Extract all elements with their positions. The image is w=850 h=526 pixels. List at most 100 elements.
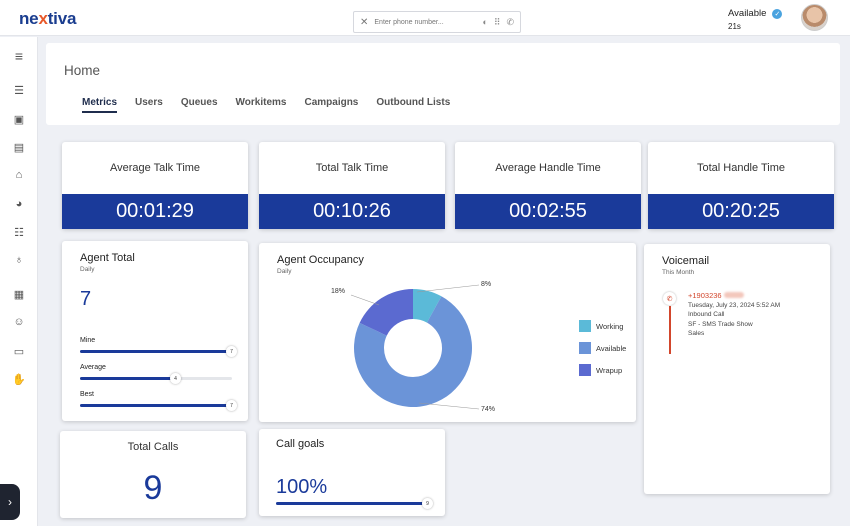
status-timer: 21s bbox=[728, 22, 741, 31]
page-header: Home Metrics Users Queues Workitems Camp… bbox=[46, 43, 840, 125]
bar-label-average: Average bbox=[80, 364, 106, 371]
pie-chart-icon[interactable]: ◕ bbox=[15, 198, 23, 210]
bar-fill-mine bbox=[80, 350, 232, 353]
bar-knob-mine: 7 bbox=[226, 346, 237, 357]
donut-slice-wrapup[interactable] bbox=[359, 289, 413, 336]
leader-line-working bbox=[416, 284, 480, 293]
metric-card-total-talk-time[interactable]: Total Talk Time 00:10:26 bbox=[259, 142, 445, 229]
tab-workitems[interactable]: Workitems bbox=[235, 97, 287, 108]
voicemail-dept: Sales bbox=[688, 330, 705, 337]
tab-outbound-lists[interactable]: Outbound Lists bbox=[376, 97, 451, 108]
card-title: Total Calls bbox=[127, 441, 179, 453]
call-goals-value: 100% bbox=[276, 476, 328, 498]
card-subtitle: Daily bbox=[80, 266, 95, 273]
metric-title: Total Talk Time bbox=[315, 162, 389, 174]
call-goals-bar-fill bbox=[276, 502, 428, 505]
id-card-icon[interactable]: ▭ bbox=[13, 345, 25, 358]
bar-fill-average bbox=[80, 377, 176, 380]
metric-value: 00:20:25 bbox=[648, 194, 834, 229]
slice-label-working: 8% bbox=[481, 281, 492, 288]
phone-number-input[interactable]: ✕ Enter phone number... ◐ ⠿ ✆ bbox=[353, 11, 521, 33]
total-calls-value: 9 bbox=[143, 469, 163, 507]
agent-status[interactable]: Available ✓ 21s bbox=[728, 8, 783, 31]
phone-icon[interactable]: ✆ bbox=[506, 16, 514, 27]
home-icon[interactable]: ⌂ bbox=[15, 169, 23, 181]
check-icon: ✓ bbox=[772, 8, 783, 19]
legend-item-available: Available bbox=[579, 342, 626, 354]
slice-label-wrapup: 18% bbox=[331, 288, 346, 295]
agent-total-value: 7 bbox=[80, 288, 92, 310]
leader-line-wrapup bbox=[350, 294, 380, 306]
voicemail-type: Inbound Call bbox=[688, 311, 725, 318]
bar-track-average: 4 bbox=[80, 373, 232, 384]
microphone-icon[interactable]: ♁ bbox=[14, 254, 24, 266]
tab-campaigns[interactable]: Campaigns bbox=[304, 97, 359, 108]
list-icon[interactable]: ☰ bbox=[14, 84, 24, 97]
tab-users[interactable]: Users bbox=[135, 97, 163, 108]
avatar[interactable] bbox=[801, 4, 828, 31]
voicemail-timeline bbox=[669, 306, 671, 354]
occupancy-donut-chart bbox=[350, 284, 480, 410]
nextiva-logo[interactable]: nextiva bbox=[19, 9, 77, 28]
card-title: Call goals bbox=[276, 438, 325, 450]
legend-item-wrapup: Wrapup bbox=[579, 364, 622, 376]
card-title: Agent Total bbox=[80, 252, 135, 264]
top-bar: nextiva ✕ Enter phone number... ◐ ⠿ ✆ Av… bbox=[0, 0, 850, 36]
metric-card-total-handle-time[interactable]: Total Handle Time 00:20:25 bbox=[648, 142, 834, 229]
contacts-icon[interactable]: ▣ bbox=[13, 113, 25, 126]
bar-fill-best bbox=[80, 404, 232, 407]
metric-title: Total Handle Time bbox=[696, 162, 786, 174]
slice-label-available: 74% bbox=[481, 406, 496, 413]
metric-card-average-handle-time[interactable]: Average Handle Time 00:02:55 bbox=[455, 142, 641, 229]
legend-item-working: Working bbox=[579, 320, 623, 332]
call-goals-bar-track: 9 bbox=[276, 498, 433, 509]
card-title: Voicemail bbox=[662, 255, 710, 267]
legend-swatch bbox=[579, 320, 591, 332]
total-calls-card[interactable]: Total Calls 9 bbox=[60, 431, 246, 518]
call-goals-bar-knob: 9 bbox=[422, 498, 433, 509]
metric-card-average-talk-time[interactable]: Average Talk Time 00:01:29 bbox=[62, 142, 248, 229]
tab-queues[interactable]: Queues bbox=[180, 97, 218, 108]
metric-value: 00:01:29 bbox=[62, 194, 248, 229]
card-subtitle: Daily bbox=[277, 268, 292, 275]
donut-slice-available[interactable] bbox=[354, 296, 472, 407]
phone-missed-icon[interactable]: ✆ bbox=[663, 292, 676, 305]
page-title: Home bbox=[64, 63, 101, 78]
card-title: Agent Occupancy bbox=[277, 254, 364, 266]
bar-track-mine: 7 bbox=[80, 346, 237, 357]
leader-line-available bbox=[418, 402, 480, 410]
metric-title: Average Talk Time bbox=[109, 162, 201, 174]
bar-label-mine: Mine bbox=[80, 337, 96, 344]
voicemail-card[interactable]: Voicemail This Month ✆ bbox=[644, 244, 830, 494]
hand-icon[interactable]: ✋ bbox=[12, 373, 26, 386]
voicemail-number[interactable]: +1903236 bbox=[688, 291, 722, 300]
agent-total-card[interactable]: Agent Total Daily 7 Mine 7 Average 4 Bes… bbox=[62, 241, 248, 421]
phone-number-placeholder[interactable]: Enter phone number... bbox=[374, 18, 444, 26]
document-icon[interactable]: ▤ bbox=[13, 141, 25, 154]
tab-metrics[interactable]: Metrics bbox=[82, 97, 118, 113]
sidebar: ≡ ☰ ▣ ▤ ⌂ ◕ ☷ ♁ ▦ ☺ ▭ ✋ bbox=[0, 37, 38, 526]
donut-slice-working[interactable] bbox=[413, 289, 442, 323]
card-subtitle: This Month bbox=[662, 269, 695, 276]
tab-bar: Metrics Users Queues Workitems Campaigns… bbox=[82, 97, 468, 113]
voicemail-queue: SF - SMS Trade Show bbox=[688, 320, 753, 328]
keypad-icon[interactable]: ⠿ bbox=[493, 16, 501, 27]
legend-swatch bbox=[579, 342, 591, 354]
status-label: Available bbox=[728, 8, 767, 19]
voicemail-date: Tuesday, July 23, 2024 5:52 AM bbox=[688, 301, 781, 309]
metric-value: 00:02:55 bbox=[455, 194, 641, 229]
agent-icon[interactable]: ☺ bbox=[13, 316, 25, 328]
bar-knob-average: 4 bbox=[170, 373, 181, 384]
metric-title: Average Handle Time bbox=[495, 162, 601, 174]
chevron-right-icon[interactable]: › bbox=[0, 484, 20, 520]
close-icon[interactable]: ✕ bbox=[360, 16, 369, 28]
queue-list-icon[interactable]: ☷ bbox=[14, 226, 24, 239]
bar-track-best: 7 bbox=[80, 400, 237, 411]
bar-label-best: Best bbox=[80, 391, 95, 398]
clock-icon[interactable]: ◐ bbox=[482, 17, 488, 27]
call-goals-card[interactable]: Call goals 100% 9 bbox=[259, 429, 445, 516]
bar-knob-best: 7 bbox=[226, 400, 237, 411]
apps-icon[interactable]: ▦ bbox=[13, 288, 25, 301]
menu-icon[interactable]: ≡ bbox=[14, 48, 24, 64]
voicemail-entry[interactable]: +1903236 Tuesday, July 23, 2024 5:52 AM … bbox=[688, 291, 780, 339]
